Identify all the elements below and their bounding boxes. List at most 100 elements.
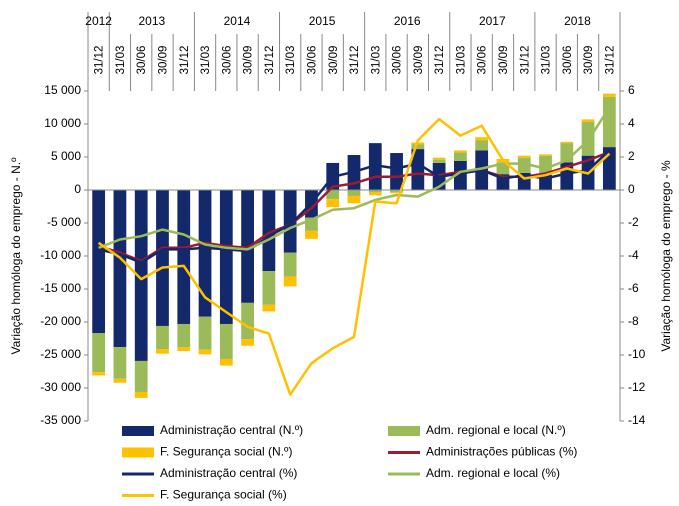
y2-tick-label: 0	[628, 182, 635, 196]
bar	[432, 157, 446, 160]
bar	[432, 159, 446, 163]
bar	[156, 325, 169, 350]
bar	[305, 230, 318, 239]
bar	[517, 155, 531, 158]
legend-swatch	[388, 426, 420, 436]
y2-axis-label: Variação homóloga do emprego - %	[659, 160, 673, 352]
y2-tick-label: -4	[628, 248, 639, 262]
x-tick-label: 30/09	[413, 46, 425, 75]
bar	[113, 190, 127, 348]
year-label: 2012	[85, 14, 112, 28]
year-label: 2014	[224, 14, 251, 28]
x-tick-label: 31/12	[604, 46, 616, 75]
x-tick-label: 30/06	[136, 46, 148, 75]
bar	[198, 190, 212, 317]
bar	[262, 271, 276, 305]
bar	[390, 191, 403, 194]
bar	[347, 195, 361, 204]
x-tick-label: 31/12	[94, 46, 106, 75]
legend-label: Adm. regional e local (N.º)	[426, 423, 566, 437]
legend-label: Administrações públicas (%)	[426, 445, 577, 459]
y-tick-label: -25 000	[40, 347, 81, 361]
bar	[198, 349, 212, 355]
bar	[177, 190, 191, 324]
y-tick-label: 10 000	[44, 116, 81, 130]
x-tick-label: 30/06	[306, 46, 318, 75]
bar	[602, 96, 616, 148]
y2-tick-label: -6	[628, 281, 639, 295]
y-tick-label: -20 000	[40, 314, 81, 328]
x-tick-label: 31/03	[200, 46, 212, 75]
bar	[581, 119, 595, 123]
bar	[177, 347, 191, 352]
bar	[113, 378, 127, 383]
x-tick-label: 30/06	[392, 46, 404, 75]
bar	[390, 190, 403, 192]
bar	[219, 358, 233, 366]
y2-tick-label: 2	[628, 149, 635, 163]
x-tick-label: 30/09	[243, 46, 255, 75]
y2-tick-label: -2	[628, 215, 639, 229]
bar	[262, 190, 276, 272]
y-tick-label: -35 000	[40, 413, 81, 427]
legend-swatch	[122, 447, 154, 458]
line	[98, 150, 610, 263]
x-tick-label: 30/06	[562, 46, 574, 75]
bar	[219, 323, 233, 359]
bar	[411, 144, 425, 150]
bar	[411, 149, 425, 190]
y-tick-label: -5 000	[47, 215, 81, 229]
legend-label: F. Segurança social (%)	[160, 488, 287, 502]
legend-label: Administração central (%)	[160, 466, 297, 480]
y-tick-label: -10 000	[40, 248, 81, 262]
bar	[368, 190, 382, 192]
bar	[156, 349, 169, 354]
year-label: 2015	[309, 14, 336, 28]
year-label: 2016	[394, 14, 421, 28]
x-tick-label: 30/09	[328, 46, 340, 75]
legend-label: Adm. regional e local (%)	[426, 466, 560, 480]
y2-tick-label: -12	[628, 380, 646, 394]
y2-tick-label: -8	[628, 314, 639, 328]
bar	[517, 157, 531, 173]
bar	[92, 333, 106, 373]
bar	[475, 140, 489, 151]
x-tick-label: 30/09	[583, 46, 595, 75]
bar	[539, 154, 552, 156]
legend-swatch	[122, 426, 154, 436]
y-tick-label: 5 000	[51, 149, 81, 163]
bar	[262, 304, 276, 312]
y-tick-label: 0	[74, 182, 81, 196]
y-tick-label: -15 000	[40, 281, 81, 295]
bar	[177, 323, 191, 348]
line	[98, 106, 611, 251]
bar	[326, 190, 340, 200]
bar	[454, 152, 467, 161]
bar	[454, 160, 467, 190]
bar	[539, 155, 552, 175]
bar	[326, 199, 340, 208]
bar	[198, 316, 212, 350]
line	[98, 149, 611, 264]
y2-tick-label: 4	[628, 116, 635, 130]
legend-label: F. Segurança social (N.º)	[160, 445, 292, 459]
y2-tick-label: -14	[628, 413, 646, 427]
bar	[92, 190, 106, 334]
year-label: 2018	[564, 14, 591, 28]
x-tick-label: 30/06	[221, 46, 233, 75]
bar	[219, 190, 233, 324]
bar	[283, 276, 297, 287]
x-tick-label: 31/03	[115, 46, 127, 75]
bar	[390, 153, 403, 190]
x-tick-label: 31/12	[264, 46, 276, 75]
y2-tick-label: 6	[628, 83, 635, 97]
y-tick-label: -30 000	[40, 380, 81, 394]
x-tick-label: 31/12	[519, 46, 531, 75]
legend-label: Administração central (N.º)	[160, 423, 303, 437]
year-label: 2017	[479, 14, 506, 28]
bar	[496, 162, 510, 175]
y-tick-label: 15 000	[44, 83, 81, 97]
bar	[283, 252, 297, 277]
y-axis-label: Variação homóloga do emprego - N.º	[9, 157, 23, 355]
